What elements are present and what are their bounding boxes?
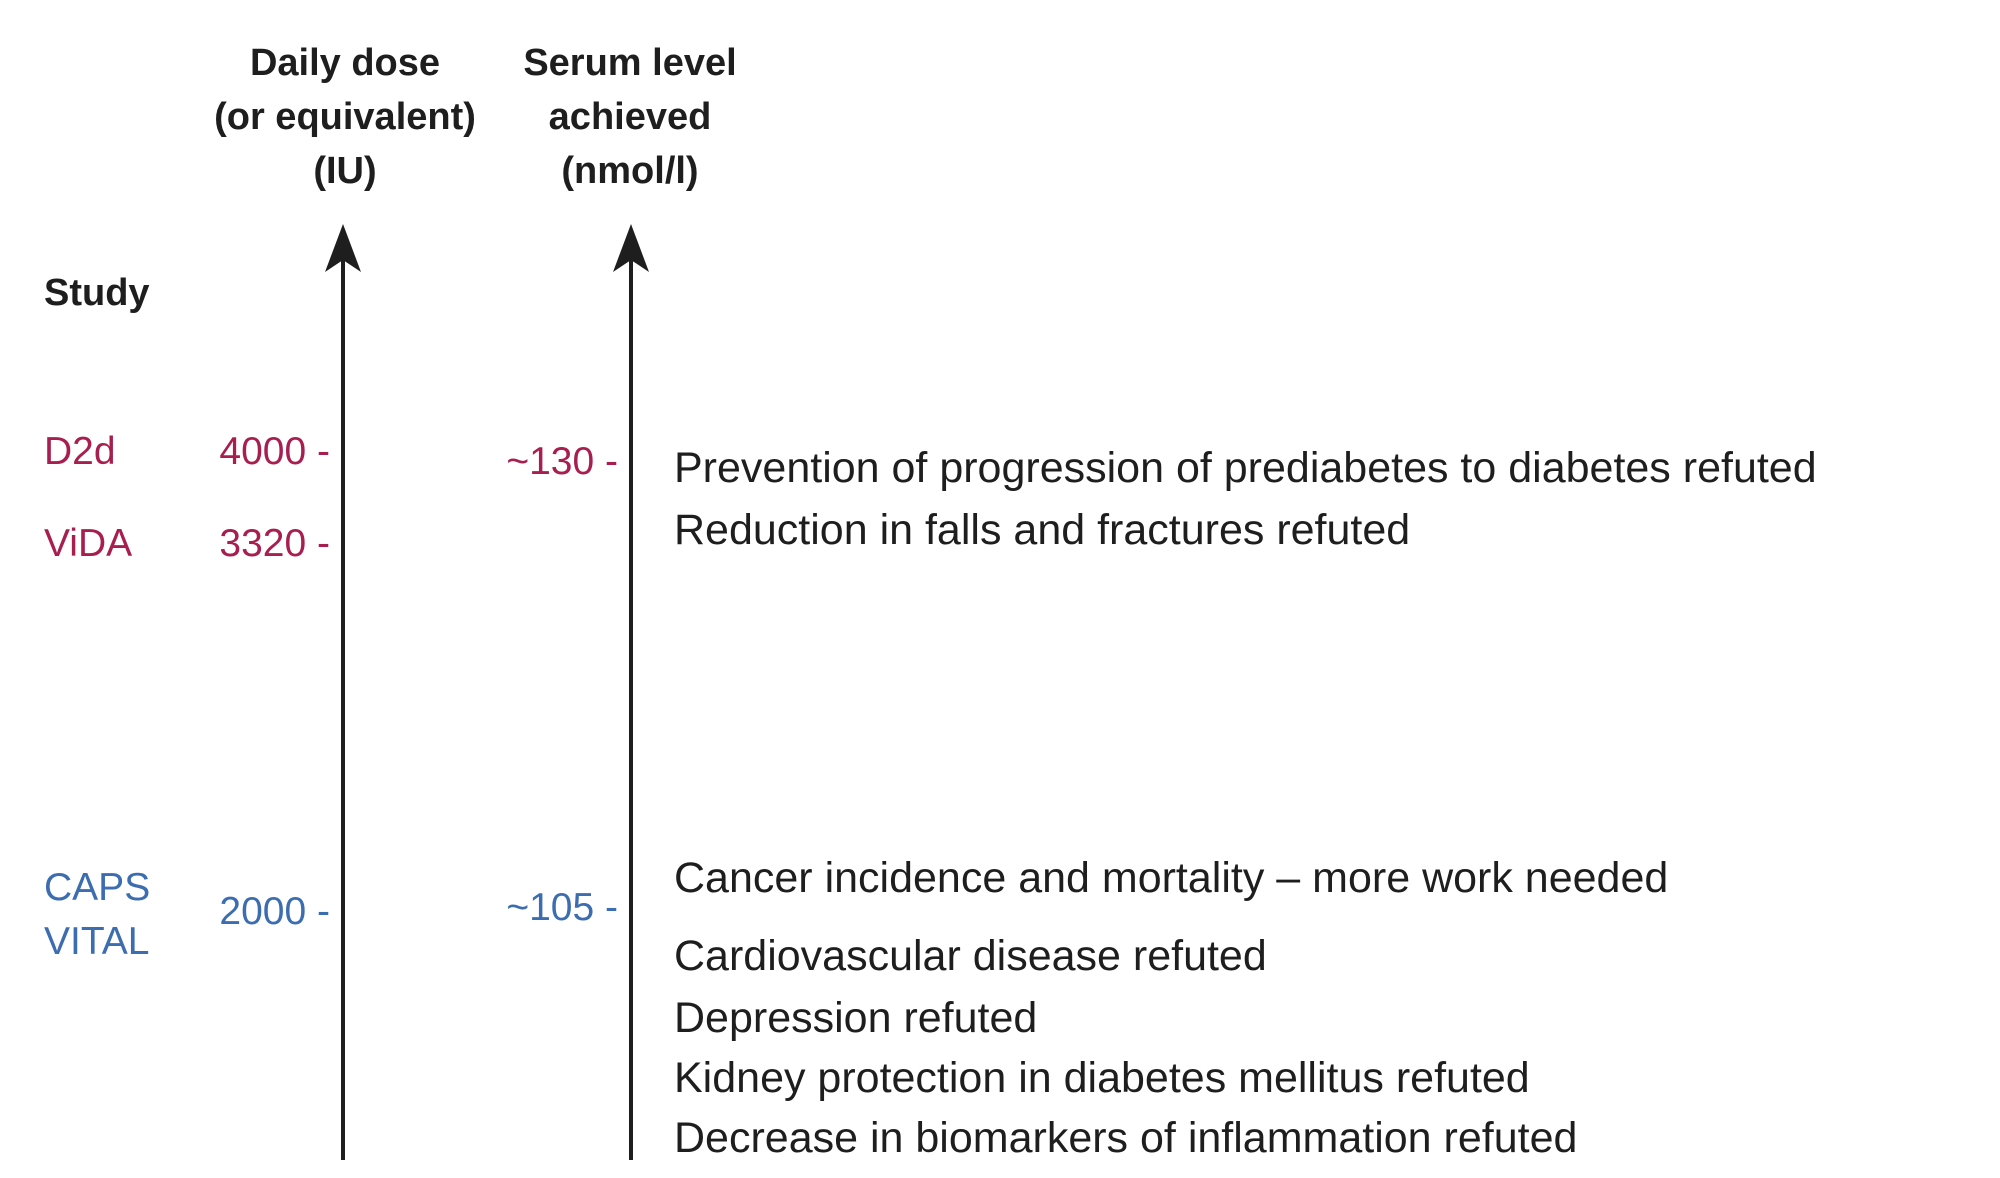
dose-axis-arrowhead [325,224,361,272]
study-label-caps: CAPS [44,866,151,909]
dose-title-line-1: Daily dose [249,42,441,84]
dose-title-line-3: (IU) [313,150,377,192]
study-label-vida: ViDA [44,522,133,565]
dose-value-caps-vital: 2000 - [219,890,330,933]
finding-cardiovascular: Cardiovascular disease refuted [674,932,1267,980]
study-column-header: Study [44,272,150,314]
dose-value-d2d: 4000 - [219,430,330,473]
dose-value-vida: 3320 - [219,522,330,565]
serum-value-high: ~130 - [506,440,618,483]
finding-inflammation: Decrease in biomarkers of inflammation r… [674,1114,1578,1162]
dose-axis-title: Daily dose (or equivalent) (IU) [180,36,510,198]
study-label-vital: VITAL [44,920,150,963]
serum-axis-arrowhead [613,224,649,272]
serum-title-line-2: achieved [548,96,712,138]
serum-title-line-1: Serum level [523,42,737,84]
study-label-d2d: D2d [44,430,116,473]
dose-title-line-2: (or equivalent) [214,96,476,138]
finding-kidney: Kidney protection in diabetes mellitus r… [674,1054,1530,1102]
serum-axis-title: Serum level achieved (nmol/l) [480,36,780,198]
serum-title-line-3: (nmol/l) [561,150,699,192]
finding-cancer: Cancer incidence and mortality – more wo… [674,854,1669,902]
serum-value-low: ~105 - [506,886,618,929]
finding-falls-fractures: Reduction in falls and fractures refuted [674,506,1411,554]
finding-depression: Depression refuted [674,994,1038,1042]
finding-prediabetes: Prevention of progression of prediabetes… [674,444,1817,492]
